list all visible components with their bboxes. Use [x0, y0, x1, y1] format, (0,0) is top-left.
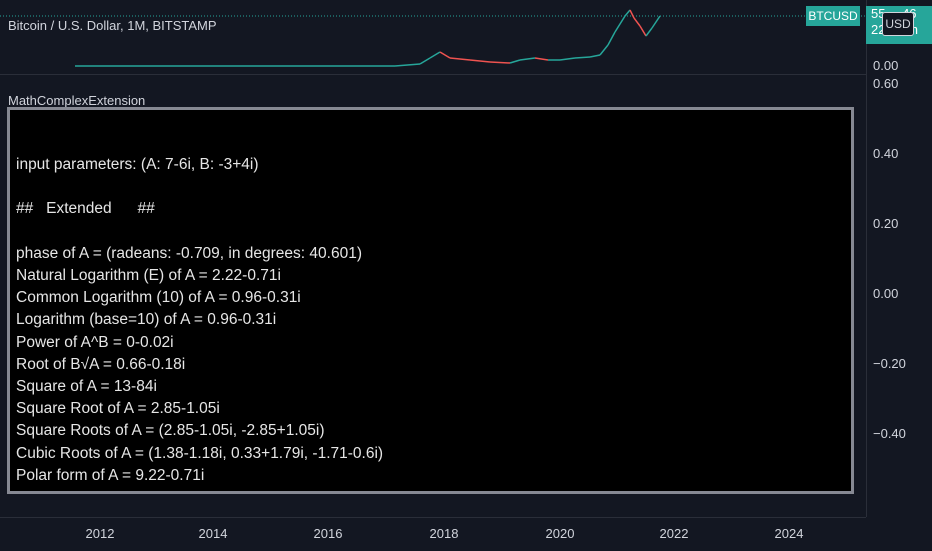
- price-segment: [633, 17, 641, 27]
- indicator-axis-label: −0.40: [873, 426, 906, 441]
- price-segment: [599, 44, 609, 56]
- indicator-title[interactable]: MathComplexExtension: [8, 93, 146, 108]
- price-segment: [394, 63, 421, 67]
- output-table-text: input parameters: (A: 7-6i, B: -3+4i) ## …: [16, 154, 383, 487]
- price-segment: [639, 25, 647, 37]
- price-axis[interactable]: 0.00 0.60 0.40 0.20 0.00 −0.20 −0.40: [866, 0, 932, 517]
- output-line: Square of A = 13-84i: [16, 378, 157, 395]
- output-line: Cubic Roots of A = (1.38-1.18i, 0.33+1.7…: [16, 444, 384, 462]
- currency-button[interactable]: USD: [882, 12, 914, 36]
- output-line: Logarithm (base=10) of A = 0.96-0.31i: [16, 311, 277, 329]
- output-line: phase of A = (radeans: -0.709, in degree…: [16, 244, 362, 262]
- output-line: Root of B√A = 0.66-0.18i: [16, 355, 186, 373]
- time-axis-label: 2022: [659, 526, 689, 541]
- chart-area[interactable]: Bitcoin / U.S. Dollar, 1M, BITSTAMP Math…: [0, 0, 866, 517]
- symbol-badge: BTCUSD: [806, 6, 860, 26]
- price-segment: [429, 51, 441, 59]
- price-segment: [651, 15, 661, 29]
- time-axis-label: 2020: [545, 526, 575, 541]
- price-segment: [629, 9, 635, 19]
- price-segment: [574, 56, 591, 59]
- output-table: input parameters: (A: 7-6i, B: -3+4i) ## …: [7, 107, 854, 494]
- output-line: Square Roots of A = (2.85-1.05i, -2.85+1…: [16, 422, 325, 440]
- price-segment: [439, 51, 451, 59]
- output-line: ## Extended ##: [16, 200, 155, 218]
- indicator-axis-label: −0.20: [873, 356, 906, 371]
- indicator-axis-label: 0.00: [873, 286, 899, 301]
- price-segment: [449, 57, 471, 61]
- output-line: Square Root of A = 2.85-1.05i: [16, 400, 220, 418]
- indicator-axis-label: 0.20: [873, 216, 899, 231]
- time-axis-label: 2018: [429, 526, 459, 541]
- price-pane[interactable]: Bitcoin / U.S. Dollar, 1M, BITSTAMP: [0, 0, 866, 74]
- output-line: Common Logarithm (10) of A = 0.96-0.31i: [16, 289, 301, 307]
- time-axis-label: 2012: [85, 526, 115, 541]
- indicator-axis-label: 0.40: [873, 146, 899, 161]
- time-axis-label: 2016: [313, 526, 343, 541]
- price-segment: [589, 54, 601, 58]
- price-segment: [519, 57, 536, 61]
- price-segment: [645, 27, 653, 37]
- pane-divider[interactable]: [0, 74, 866, 75]
- price-segment: [419, 57, 431, 65]
- price-axis-zero-label: 0.00: [873, 58, 899, 73]
- output-line: Polar form of A = 9.22-0.71i: [16, 466, 205, 484]
- indicator-axis-label: 0.60: [873, 76, 899, 91]
- price-segment: [559, 57, 576, 61]
- symbol-title: Bitcoin / U.S. Dollar, 1M, BITSTAMP: [8, 18, 217, 33]
- output-line: Natural Logarithm (E) of A = 2.22-0.71i: [16, 266, 281, 284]
- time-axis[interactable]: 2012 2014 2016 2018 2020 2022 2024: [0, 517, 866, 551]
- price-segment: [614, 15, 626, 33]
- price-chart: [0, 9, 866, 67]
- price-segment: [534, 57, 549, 61]
- price-segment: [489, 61, 511, 64]
- output-line: [16, 176, 383, 198]
- price-segment: [607, 31, 616, 46]
- time-axis-label: 2024: [774, 526, 804, 541]
- time-axis-label: 2014: [198, 526, 228, 541]
- output-line: Power of A^B = 0-0.02i: [16, 333, 174, 351]
- price-segment: [624, 9, 631, 17]
- price-segment: [469, 59, 491, 63]
- output-line: input parameters: (A: 7-6i, B: -3+4i): [16, 156, 259, 173]
- price-segment: [509, 59, 521, 64]
- output-line: [16, 221, 383, 243]
